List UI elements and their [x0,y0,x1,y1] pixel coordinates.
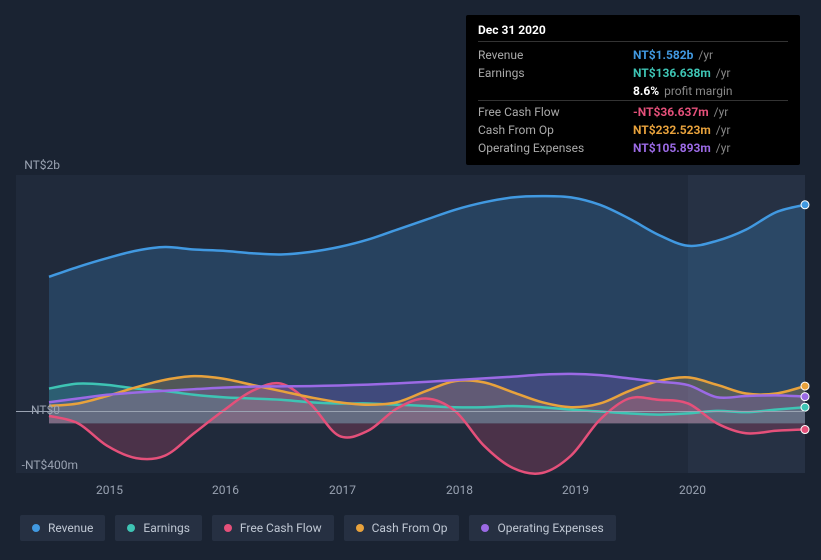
tooltip-row-label: Cash From Op [478,121,633,139]
tooltip-row-label: Operating Expenses [478,139,633,157]
tooltip-row-label: Free Cash Flow [478,101,633,122]
tooltip-row-value: 8.6% profit margin [633,82,788,101]
hover-tooltip: Dec 31 2020 RevenueNT$1.582b /yrEarnings… [466,15,800,165]
legend-item[interactable]: Earnings [115,515,202,541]
legend-item[interactable]: Free Cash Flow [212,515,334,541]
tooltip-date: Dec 31 2020 [478,23,788,42]
x-axis-label: 2018 [446,483,473,497]
legend-item[interactable]: Operating Expenses [469,515,615,541]
legend-dot-icon [127,524,135,532]
legend-label: Free Cash Flow [240,521,322,535]
legend-dot-icon [356,524,364,532]
legend-dot-icon [32,524,40,532]
tooltip-row: RevenueNT$1.582b /yr [478,46,788,64]
legend-label: Operating Expenses [497,521,603,535]
tooltip-row-value: NT$136.638m /yr [633,64,788,82]
tooltip-row-label: Revenue [478,46,633,64]
tooltip-row-value: NT$232.523m /yr [633,121,788,139]
y-axis-label: NT$0 [0,403,60,417]
tooltip-row-label [478,82,633,101]
legend-item[interactable]: Cash From Op [344,515,460,541]
x-axis-label: 2019 [562,483,589,497]
tooltip-table: RevenueNT$1.582b /yrEarningsNT$136.638m … [478,46,788,157]
x-axis-label: 2017 [329,483,356,497]
tooltip-row: Operating ExpensesNT$105.893m /yr [478,139,788,157]
legend-label: Cash From Op [372,521,448,535]
tooltip-row: EarningsNT$136.638m /yr [478,64,788,82]
legend-label: Earnings [143,521,190,535]
x-axis-label: 2020 [679,483,706,497]
tooltip-row-value: NT$105.893m /yr [633,139,788,157]
tooltip-row-value: -NT$36.637m /yr [633,101,788,122]
zero-axis-line [16,411,805,412]
x-axis-label: 2015 [96,483,123,497]
tooltip-row: 8.6% profit margin [478,82,788,101]
financials-chart-panel: { "background_color": "#1a2332", "chart_… [0,0,821,560]
tooltip-row-value: NT$1.582b /yr [633,46,788,64]
x-axis-label: 2016 [212,483,239,497]
tooltip-row: Free Cash Flow-NT$36.637m /yr [478,101,788,122]
tooltip-row-label: Earnings [478,64,633,82]
legend-dot-icon [224,524,232,532]
legend: Revenue Earnings Free Cash Flow Cash From O… [20,515,616,541]
y-axis-label: -NT$400m [0,458,78,472]
legend-item[interactable]: Revenue [20,515,105,541]
tooltip-row: Cash From OpNT$232.523m /yr [478,121,788,139]
legend-dot-icon [481,524,489,532]
legend-label: Revenue [48,521,93,535]
